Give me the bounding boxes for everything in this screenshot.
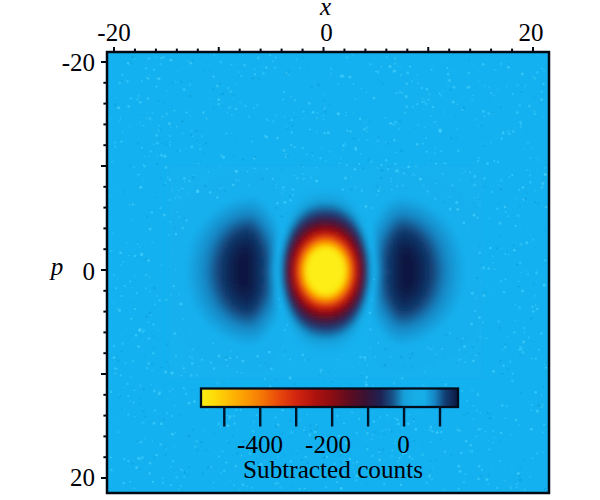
svg-text:Subtracted counts: Subtracted counts bbox=[243, 456, 423, 483]
svg-text:0: 0 bbox=[83, 258, 96, 285]
svg-text:0: 0 bbox=[320, 19, 333, 46]
svg-text:x: x bbox=[319, 0, 331, 20]
svg-text:p: p bbox=[49, 253, 64, 280]
svg-text:-20: -20 bbox=[62, 49, 95, 76]
svg-text:-200: -200 bbox=[305, 431, 351, 458]
svg-text:-400: -400 bbox=[237, 431, 283, 458]
svg-text:20: 20 bbox=[519, 19, 544, 46]
svg-text:0: 0 bbox=[397, 431, 410, 458]
svg-text:20: 20 bbox=[70, 464, 95, 491]
svg-text:-20: -20 bbox=[97, 19, 130, 46]
